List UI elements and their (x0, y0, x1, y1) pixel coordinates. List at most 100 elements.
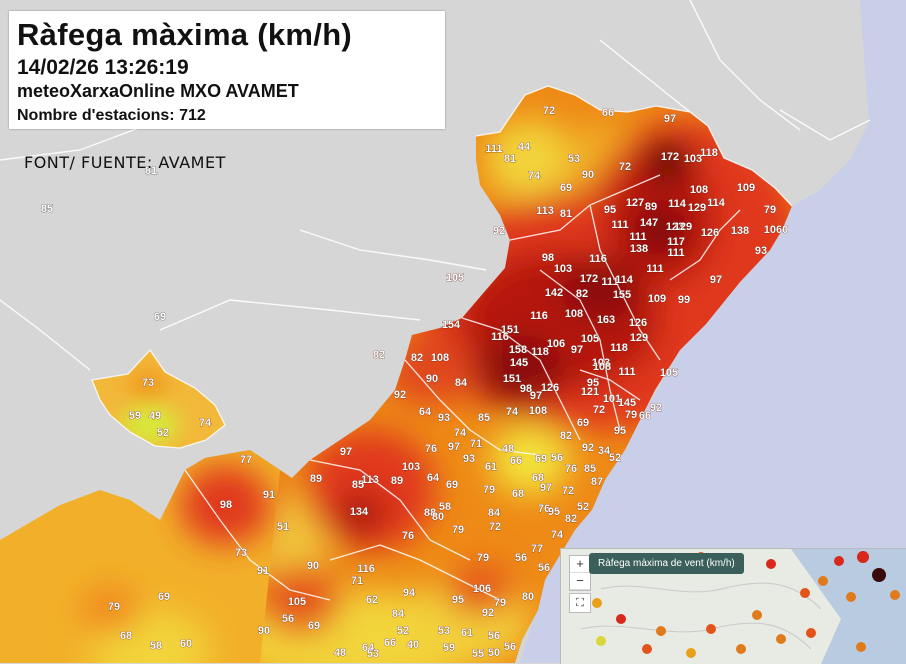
minimap-station-markers (592, 551, 900, 658)
station-value: 114 (668, 198, 687, 210)
station-value: 64 (419, 406, 432, 418)
station-value: 163 (597, 314, 615, 326)
station-value: 79 (108, 601, 120, 613)
station-value: 89 (645, 201, 657, 213)
station-value: 116 (589, 253, 607, 265)
station-value: 60 (180, 638, 192, 650)
station-value: 111 (646, 263, 663, 275)
sea (520, 0, 906, 663)
station-value: 85 (584, 463, 596, 475)
station-value: 66 (510, 455, 522, 467)
station-value: 76 (425, 443, 437, 455)
station-value: 69 (158, 591, 170, 603)
minimap-inset[interactable]: + − ⛶ Ràfega màxima de vent (km/h) (560, 548, 906, 664)
map-title: Ràfega màxima (km/h) (17, 17, 353, 52)
station-value: 108 (690, 184, 708, 196)
station-value: 73 (235, 547, 247, 559)
fullscreen-icon[interactable]: ⛶ (569, 593, 591, 613)
sea-north (860, 0, 906, 175)
station-value: 79 (764, 204, 776, 216)
station-value: 53 (568, 153, 580, 165)
station-value: 62 (366, 594, 378, 606)
station-value: 90 (307, 560, 319, 572)
station-value: 98 (542, 252, 554, 264)
station-value: 71 (470, 438, 482, 450)
minimap-zoom-control[interactable]: + − (569, 555, 591, 591)
station-value: 88 (424, 507, 436, 519)
zoom-in-button[interactable]: + (570, 556, 590, 573)
station-value: 127 (626, 197, 644, 209)
zoom-out-button[interactable]: − (570, 573, 590, 590)
station-value: 80 (432, 511, 444, 523)
station-value: 154 (442, 319, 461, 331)
station-value: 64 (362, 642, 375, 654)
station-value: 74 (528, 170, 541, 182)
station-value: 76 (565, 463, 577, 475)
station-value: 92 (493, 225, 505, 237)
station-value: 97 (710, 274, 722, 286)
station-value: 93 (463, 453, 475, 465)
map-timestamp: 14/02/26 13:26:19 (17, 56, 189, 79)
station-value: 72 (619, 161, 631, 173)
station-value: 129 (688, 202, 706, 214)
station-value: 74 (199, 417, 212, 429)
station-value: 97 (530, 390, 542, 402)
station-value: 68 (120, 630, 132, 642)
station-value: 145 (618, 397, 636, 409)
minimap-layer-chip[interactable]: Ràfega màxima de vent (km/h) (589, 553, 744, 574)
station-value: 172 (661, 151, 679, 163)
station-value: 66 (384, 637, 396, 649)
station-value: 94 (403, 587, 416, 599)
station-value: 111 (629, 231, 646, 243)
legend-title-box: Ràfega màxima (km/h) 14/02/26 13:26:19 m… (9, 11, 445, 129)
station-value: 56 (515, 552, 527, 564)
station-value: 72 (543, 105, 555, 117)
station-value: 103 (684, 153, 702, 165)
station-value: 44 (518, 141, 531, 153)
station-value: 95 (604, 204, 616, 216)
station-value: 91 (263, 489, 275, 501)
station-value: 103 (554, 263, 572, 275)
station-value: 155 (613, 289, 631, 301)
station-value: 56 (488, 630, 500, 642)
station-value: 89 (391, 475, 403, 487)
station-value: 158 (509, 344, 527, 356)
station-value: 118 (531, 346, 549, 358)
station-value: 56 (538, 562, 550, 574)
station-value: 52 (609, 452, 621, 464)
station-value: 111 (485, 143, 502, 155)
station-value: 113 (536, 205, 554, 217)
station-value: 76 (402, 530, 414, 542)
station-value: 56 (504, 641, 516, 653)
station-value: 69 (535, 453, 547, 465)
station-value: 105 (446, 272, 464, 284)
station-value: 106 (473, 583, 491, 595)
station-value: 56 (282, 613, 294, 625)
station-value: 82 (576, 288, 588, 300)
station-value: 142 (545, 287, 563, 299)
station-value: 97 (664, 113, 676, 125)
station-value: 61 (485, 461, 497, 473)
station-value: 108 (431, 352, 449, 364)
station-value: 72 (593, 404, 605, 416)
station-value: 59 (443, 642, 455, 654)
station-value: 109 (648, 293, 666, 305)
station-value: 109 (737, 182, 755, 194)
station-value: 111 (618, 366, 635, 378)
station-value: 71 (351, 575, 363, 587)
station-value: 101 (603, 393, 621, 405)
station-value: 114 (615, 274, 634, 286)
station-value: 72 (489, 521, 501, 533)
station-value: 87 (591, 476, 603, 488)
station-value: 126 (701, 227, 719, 239)
border-lines (0, 0, 871, 371)
station-value: 105 (288, 596, 306, 608)
station-value: 69 (560, 182, 572, 194)
station-value: 97 (340, 446, 352, 458)
station-value: 74 (454, 427, 467, 439)
station-value: 95 (614, 425, 626, 437)
source-credit: FONT/ FUENTE: AVAMET (24, 153, 226, 172)
station-count: Nombre d'estacions: 712 (17, 107, 206, 124)
station-value: 97 (448, 441, 460, 453)
